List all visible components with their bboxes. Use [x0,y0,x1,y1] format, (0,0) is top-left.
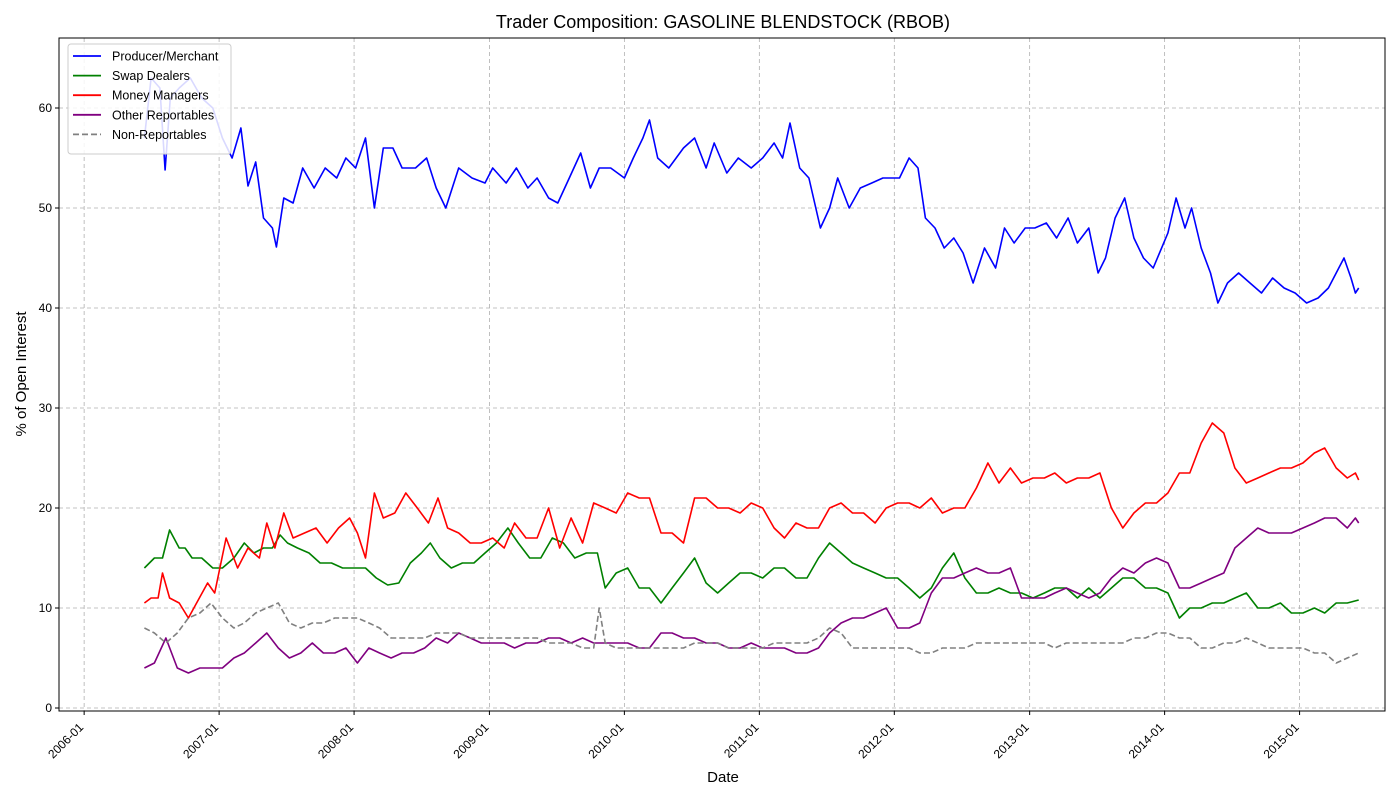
plot-frame [58,37,1386,712]
legend-label: Swap Dealers [112,69,190,83]
grid [59,38,1385,711]
series-line-money-managers [143,422,1360,619]
y-tick-label: 20 [39,501,53,515]
series-lines [143,77,1360,674]
y-axis-label: % of Open Interest [13,311,30,437]
y-tick-label: 30 [39,401,53,415]
legend-label: Producer/Merchant [112,50,219,64]
legend-box [67,43,232,155]
y-tick-label: 10 [39,601,53,615]
y-axis: 0 10 20 30 40 50 60 [39,101,59,715]
legend: Producer/Merchant Swap Dealers Money Manag… [67,43,232,155]
series-line-swap-dealers [143,527,1359,619]
y-tick-label: 60 [39,101,53,115]
y-tick-label: 40 [39,301,53,315]
series-line-other-reportables [144,517,1360,674]
x-axis-label: Date [707,769,739,786]
y-tick-label: 50 [39,201,53,215]
y-tick-label: 0 [45,701,52,715]
chart-title: Trader Composition: GASOLINE BLENDSTOCK … [496,12,950,32]
legend-label: Money Managers [112,89,209,103]
legend-label: Other Reportables [112,108,214,122]
legend-label: Non-Reportables [112,128,207,142]
series-line-non-reportables [144,602,1360,664]
series-line-producer-merchant [143,77,1360,304]
